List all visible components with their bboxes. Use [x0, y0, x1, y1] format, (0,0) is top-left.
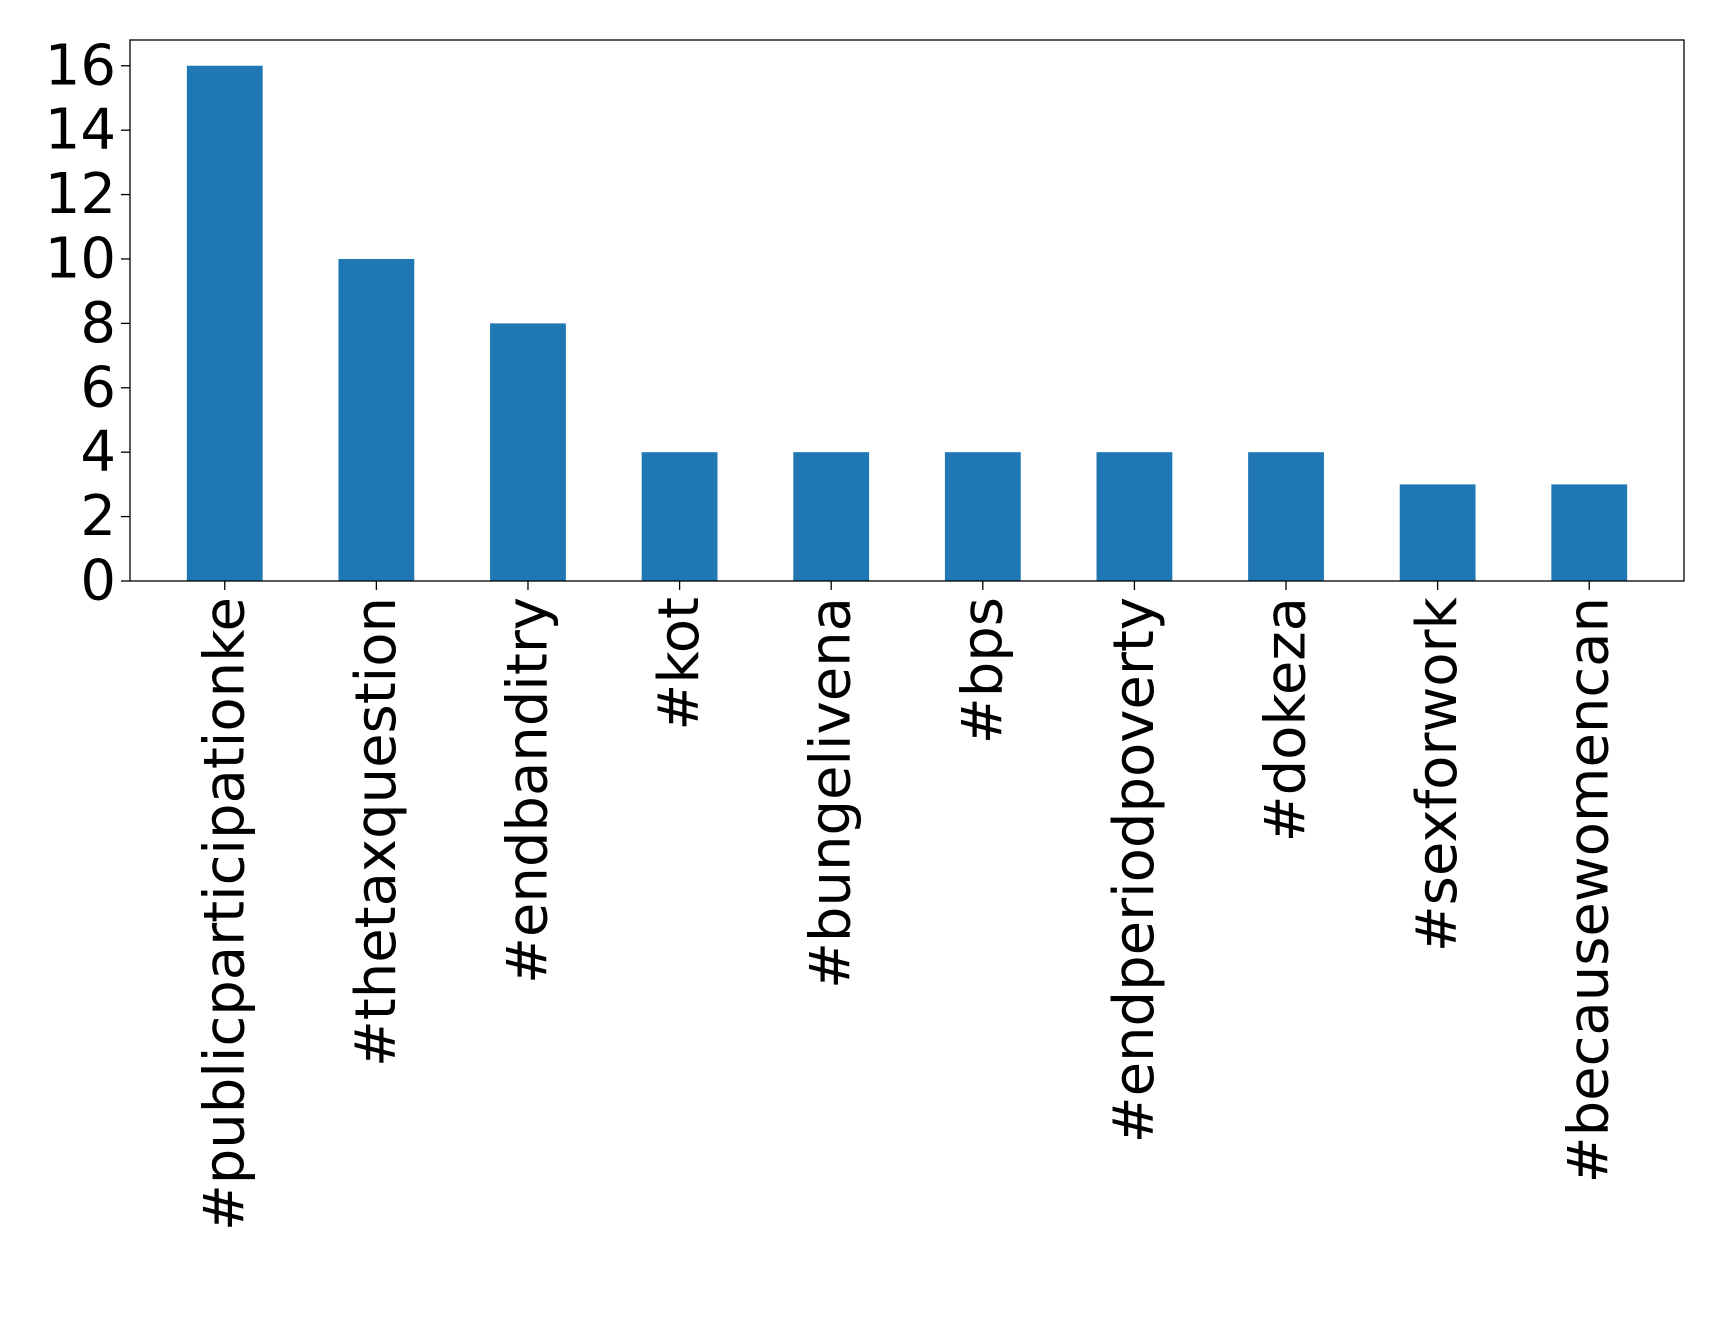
x-tick-label: #endperiodpoverty [1102, 597, 1167, 1143]
x-tick-label: #sexforwork [1405, 596, 1470, 952]
bar-sexforwork [1399, 484, 1476, 581]
bar-becausewomencan [1551, 484, 1628, 581]
bar-dokeza [1248, 452, 1324, 581]
x-tick-label: #endbanditry [495, 597, 560, 984]
y-tick-label: 14 [45, 98, 116, 163]
y-tick-label: 2 [80, 484, 116, 549]
x-tick-label: #bungelivena [799, 597, 864, 989]
x-tick-label: #thetaxquestion [344, 597, 409, 1067]
x-tick-label: #kot [647, 597, 712, 731]
bar-endperiodpoverty [1096, 452, 1173, 581]
plot-frame [129, 39, 1685, 582]
x-tick-label: #publicparticipationke [192, 597, 257, 1231]
y-tick-label: 10 [45, 226, 116, 291]
y-tick-label: 0 [80, 549, 116, 614]
y-tick-label: 6 [80, 355, 116, 420]
bar-publicparticipationke [186, 65, 263, 581]
x-axis: #publicparticipationke #thetaxquestion #en… [192, 581, 1622, 1231]
y-tick-label: 4 [80, 420, 116, 485]
y-tick-label: 12 [45, 162, 116, 227]
y-tick-label: 16 [45, 33, 116, 98]
y-tick-label: 8 [80, 291, 116, 356]
bar-kot [641, 452, 718, 581]
x-tick-label: #bps [950, 597, 1015, 744]
bar-bps [944, 452, 1021, 581]
x-tick-label: #becausewomencan [1557, 597, 1622, 1183]
bar-thetaxquestion [338, 258, 415, 581]
bar-endbanditry [490, 323, 566, 581]
x-tick-label: #dokeza [1254, 597, 1319, 842]
bar-bungelivena [793, 452, 870, 581]
bars-layer [186, 65, 1628, 581]
